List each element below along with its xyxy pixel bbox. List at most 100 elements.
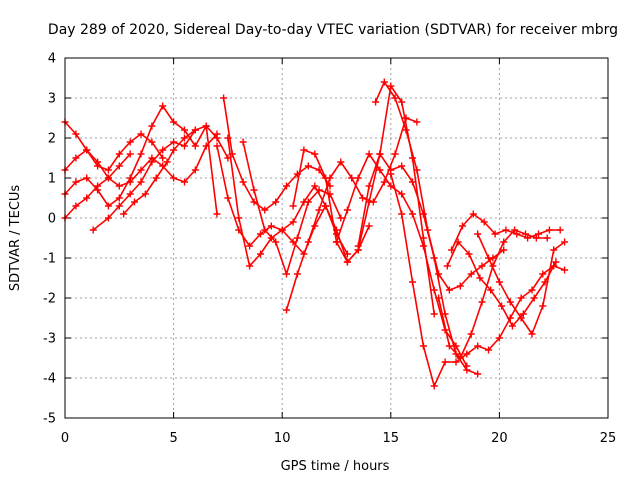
data-point — [380, 178, 388, 186]
data-point — [398, 98, 406, 106]
data-point — [191, 166, 199, 174]
x-tick-label: 10 — [274, 431, 291, 446]
data-point — [315, 206, 323, 214]
data-point — [539, 270, 547, 278]
data-point — [311, 150, 319, 158]
series-sat-k — [283, 114, 421, 314]
data-point — [485, 254, 492, 262]
y-tick-label: -1 — [43, 252, 56, 267]
data-point — [148, 138, 156, 146]
y-tick-label: 3 — [48, 92, 56, 107]
data-point — [83, 146, 91, 154]
data-point — [387, 82, 395, 90]
data-point — [478, 262, 486, 270]
data-point — [354, 174, 362, 182]
data-point — [517, 314, 525, 322]
y-tick-label: -4 — [43, 372, 56, 387]
data-point — [131, 198, 138, 206]
data-point — [250, 186, 258, 194]
data-point — [163, 158, 171, 166]
data-point — [441, 358, 449, 366]
data-point — [430, 310, 438, 318]
series-line — [390, 173, 565, 387]
data-point — [293, 234, 301, 242]
data-point — [535, 230, 542, 238]
data-point — [289, 218, 297, 226]
data-point — [104, 166, 112, 174]
data-point — [419, 242, 427, 250]
series-sat-r — [448, 210, 564, 254]
data-point — [300, 146, 308, 154]
data-point — [463, 366, 471, 374]
data-point — [409, 210, 416, 218]
data-point — [454, 238, 462, 246]
data-point — [304, 162, 312, 170]
data-point — [304, 198, 312, 206]
data-point — [137, 166, 145, 174]
data-point — [435, 294, 443, 302]
plot-frame — [64, 57, 609, 419]
data-point — [545, 226, 553, 234]
data-point — [500, 246, 508, 254]
data-point — [278, 226, 286, 234]
data-point — [561, 238, 569, 246]
data-point — [235, 214, 243, 222]
data-point — [476, 274, 484, 282]
data-point — [170, 146, 178, 154]
data-point — [159, 146, 167, 154]
data-point — [495, 278, 503, 286]
data-point — [261, 206, 269, 214]
data-point — [552, 258, 560, 266]
data-point — [409, 178, 416, 186]
data-point — [561, 266, 569, 274]
data-point — [115, 202, 123, 210]
data-point — [480, 218, 488, 226]
tick-labels: 0 5 10 15 20 25 -5 -4 -3 -2 -1 0 1 2 3 4 — [43, 52, 616, 447]
data-point — [181, 134, 188, 142]
data-point — [283, 182, 290, 190]
data-point — [474, 230, 482, 238]
x-tick-label: 5 — [169, 431, 177, 446]
data-point — [463, 350, 471, 358]
data-point — [348, 174, 356, 182]
data-point — [141, 190, 149, 198]
grid — [65, 58, 608, 418]
data-point — [104, 214, 112, 222]
data-point — [478, 298, 486, 306]
data-point — [502, 226, 510, 234]
data-point — [376, 150, 384, 158]
data-point — [181, 126, 188, 134]
x-tick-label: 0 — [61, 431, 69, 446]
data-point — [115, 182, 123, 190]
data-point — [152, 174, 160, 182]
data-point — [159, 102, 167, 110]
data-point — [359, 194, 367, 202]
data-point — [272, 198, 280, 206]
data-point — [467, 330, 475, 338]
data-point — [365, 182, 373, 190]
data-point — [376, 166, 384, 174]
data-point — [419, 342, 427, 350]
data-point — [191, 126, 199, 134]
data-point — [539, 302, 547, 310]
y-tick-label: 1 — [48, 172, 56, 187]
data-point — [257, 230, 264, 238]
data-point — [365, 150, 373, 158]
data-point — [126, 150, 134, 158]
data-point — [148, 158, 156, 166]
data-point — [104, 202, 112, 210]
data-point — [159, 154, 167, 162]
data-point — [181, 142, 188, 150]
data-point — [94, 162, 102, 170]
data-point — [419, 210, 427, 218]
data-point — [72, 154, 80, 162]
x-tick-label: 20 — [491, 431, 508, 446]
x-tick-label: 15 — [383, 431, 400, 446]
series-sat-j — [239, 138, 345, 278]
data-point — [528, 286, 536, 294]
y-axis-label: SDTVAR / TECUs — [8, 185, 23, 292]
data-point — [104, 174, 112, 182]
data-point — [430, 286, 438, 294]
data-point — [202, 122, 210, 130]
